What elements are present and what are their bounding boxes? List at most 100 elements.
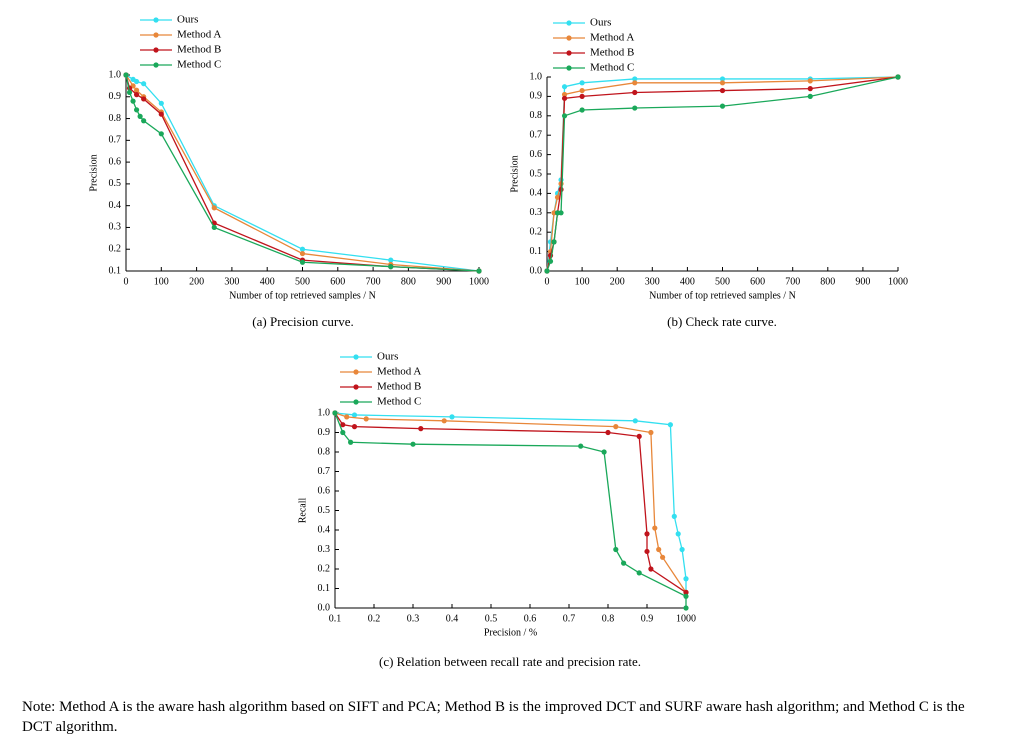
x-tick-label: 700 bbox=[366, 276, 381, 287]
legend-label: Ours bbox=[177, 14, 198, 26]
y-tick-label: 0.7 bbox=[318, 466, 331, 477]
point bbox=[123, 72, 129, 78]
x-tick-label: 900 bbox=[855, 276, 870, 287]
point bbox=[632, 76, 638, 82]
point bbox=[660, 554, 666, 560]
point bbox=[351, 412, 358, 418]
legend-label: Method B bbox=[177, 44, 221, 56]
point bbox=[652, 525, 658, 531]
x-tick-label: 0.4 bbox=[446, 613, 459, 624]
legend-marker bbox=[153, 32, 159, 38]
legend-label: Method B bbox=[590, 47, 634, 59]
x-tick-label: 0.9 bbox=[641, 613, 654, 624]
point bbox=[388, 264, 394, 270]
point bbox=[418, 426, 424, 432]
point bbox=[632, 105, 638, 111]
caption: (b) Check rate curve. bbox=[667, 314, 777, 329]
point bbox=[579, 87, 585, 94]
point bbox=[648, 566, 654, 572]
x-tick-label: 400 bbox=[260, 276, 275, 287]
x-tick-label: 700 bbox=[785, 276, 800, 287]
y-tick-label: 0.0 bbox=[318, 602, 331, 613]
point bbox=[683, 589, 689, 596]
y-tick-label: 0.2 bbox=[530, 226, 543, 237]
x-tick-label: 300 bbox=[224, 276, 239, 287]
point bbox=[133, 92, 140, 98]
point bbox=[158, 131, 164, 137]
point bbox=[332, 410, 338, 416]
point bbox=[667, 422, 674, 428]
point bbox=[648, 429, 654, 436]
point bbox=[441, 418, 447, 424]
point bbox=[351, 424, 358, 430]
x-tick-label: 500 bbox=[715, 276, 730, 287]
y-tick-label: 0.3 bbox=[318, 544, 331, 555]
point bbox=[299, 250, 306, 257]
point bbox=[158, 100, 164, 106]
x-tick-label: 1000 bbox=[888, 276, 908, 287]
x-tick-label: 300 bbox=[645, 276, 660, 287]
point bbox=[344, 414, 350, 420]
x-tick-label: 1000 bbox=[676, 613, 696, 624]
y-tick-label: 0.5 bbox=[530, 168, 543, 179]
legend-label: Method C bbox=[590, 62, 634, 74]
point bbox=[644, 548, 650, 555]
y-tick-label: 0.7 bbox=[109, 135, 122, 146]
legend-label: Method B bbox=[377, 381, 421, 393]
y-tick-label: 1.0 bbox=[530, 71, 543, 82]
legend-label: Method A bbox=[177, 29, 221, 41]
point bbox=[141, 96, 147, 102]
y-tick-label: 0.2 bbox=[318, 563, 331, 574]
point bbox=[133, 107, 140, 113]
x-tick-label: 600 bbox=[750, 276, 765, 287]
x-tick-label: 1000 bbox=[469, 276, 489, 287]
y-tick-label: 0.7 bbox=[530, 129, 543, 140]
point bbox=[544, 268, 550, 274]
point bbox=[613, 424, 619, 430]
point bbox=[644, 531, 650, 537]
y-tick-label: 0.9 bbox=[318, 427, 331, 438]
legend-marker bbox=[566, 65, 572, 71]
y-tick-label: 0.9 bbox=[530, 91, 543, 102]
point bbox=[719, 87, 726, 94]
note: Note: Method A is the aware hash algorit… bbox=[22, 699, 965, 735]
series-line bbox=[334, 412, 687, 593]
x-tick-label: 0.8 bbox=[602, 613, 615, 624]
y-tick-label: 1.0 bbox=[109, 69, 122, 80]
y-tick-label: 0.4 bbox=[530, 188, 543, 199]
point bbox=[299, 246, 306, 252]
x-tick-label: 0 bbox=[545, 276, 550, 287]
point bbox=[211, 205, 217, 211]
legend-label: Ours bbox=[590, 17, 611, 29]
legend-marker bbox=[353, 369, 359, 375]
y-tick-label: 0.9 bbox=[109, 91, 122, 102]
series-line bbox=[125, 74, 480, 272]
y-tick-label: 0.2 bbox=[109, 244, 122, 255]
point bbox=[126, 89, 133, 96]
x-axis-label: Precision / % bbox=[484, 627, 537, 638]
point bbox=[561, 91, 568, 98]
point bbox=[211, 224, 217, 231]
y-tick-label: 0.3 bbox=[109, 222, 122, 233]
y-tick-label: 0.1 bbox=[109, 265, 122, 276]
point bbox=[449, 414, 455, 420]
y-tick-label: 0.3 bbox=[530, 207, 543, 218]
point bbox=[719, 80, 726, 86]
x-tick-label: 0 bbox=[124, 276, 129, 287]
point bbox=[719, 76, 726, 82]
point bbox=[158, 111, 164, 117]
x-tick-label: 0.3 bbox=[407, 613, 420, 624]
series-line bbox=[334, 412, 687, 593]
x-tick-label: 400 bbox=[680, 276, 695, 287]
point bbox=[130, 98, 136, 104]
point bbox=[621, 560, 627, 566]
point bbox=[632, 80, 638, 86]
series-line bbox=[125, 74, 480, 272]
x-tick-label: 200 bbox=[610, 276, 625, 287]
point bbox=[547, 258, 554, 264]
point bbox=[141, 81, 147, 87]
y-tick-label: 0.6 bbox=[318, 485, 331, 496]
legend-marker bbox=[353, 384, 359, 390]
x-tick-label: 0.1 bbox=[329, 613, 342, 624]
caption: (c) Relation between recall rate and pre… bbox=[379, 654, 641, 669]
